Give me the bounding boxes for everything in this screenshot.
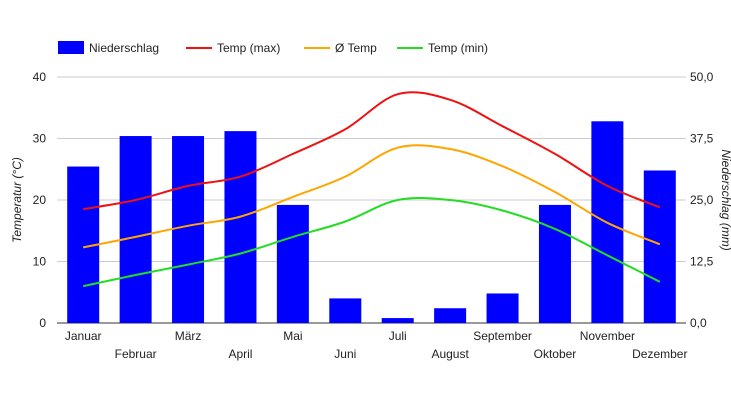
x-tick-label: Februar [115,347,157,361]
temperature-line [82,196,661,288]
legend-label: Temp (min) [428,41,488,55]
left-tick-label: 20 [33,193,47,207]
precipitation-bar [538,204,571,323]
x-axis-ticks: Januar Februar März April Mai Juni Juli August S… [65,329,688,361]
legend-label: Temp (max) [217,41,280,55]
right-tick-label: 37,5 [690,132,714,146]
precipitation-bar [172,136,205,323]
right-tick-label: 25,0 [690,193,714,207]
temperature-lines [82,91,661,288]
precipitation-bar [276,204,309,323]
left-tick-label: 40 [33,70,47,84]
x-tick-label: April [228,347,252,361]
left-tick-label: 0 [39,316,46,330]
right-tick-label: 0,0 [690,316,707,330]
right-axis-title: Niederschlag (mm) [719,149,731,250]
grid-lines [57,76,686,324]
x-tick-label: Januar [65,329,102,343]
precipitation-bar [329,298,362,323]
legend-label: Ø Temp [335,41,377,55]
temperature-line [83,91,661,211]
right-axis-ticks: 0,0 12,5 25,0 37,5 50,0 [690,70,714,330]
legend-label: Niederschlag [89,41,159,55]
legend-swatch [58,41,84,54]
x-tick-label: Mai [283,329,302,343]
precipitation-bar [434,308,467,323]
precipitation-bar [643,170,676,323]
precipitation-bar [119,136,152,323]
x-tick-label: Oktober [534,347,577,361]
precipitation-bar [486,293,519,323]
x-tick-label: Juli [389,329,407,343]
precipitation-bar [224,131,257,323]
left-axis-ticks: 0 10 20 30 40 [33,70,47,330]
x-tick-label: Juni [334,347,356,361]
legend: Niederschlag Temp (max) Ø Temp Temp (min) [58,41,488,55]
x-tick-label: Dezember [632,347,687,361]
right-tick-label: 12,5 [690,255,714,269]
precipitation-bars [67,121,676,323]
right-tick-label: 50,0 [690,70,714,84]
temperature-line [82,144,661,249]
left-tick-label: 30 [33,132,47,146]
left-tick-label: 10 [33,255,47,269]
precipitation-bar [381,318,414,323]
x-tick-label: August [431,347,469,361]
left-axis-title: Temperatur (°C) [10,157,24,243]
x-tick-label: November [580,329,635,343]
x-tick-label: September [473,329,532,343]
x-tick-label: März [175,329,202,343]
